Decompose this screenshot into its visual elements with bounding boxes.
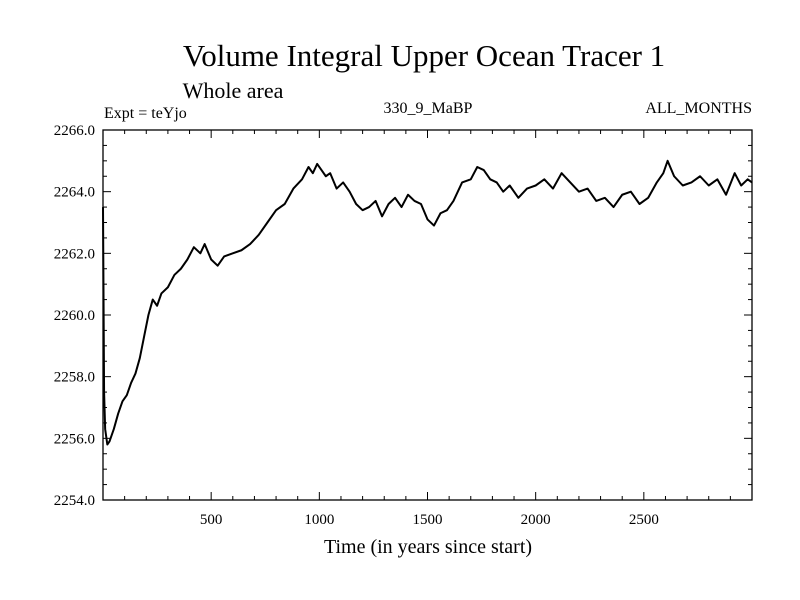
experiment-label: Expt = teYjo bbox=[104, 105, 187, 122]
x-axis-title: Time (in years since start) bbox=[324, 536, 532, 558]
y-tick-label: 2262.0 bbox=[54, 246, 95, 262]
series-layer bbox=[102, 159, 753, 446]
chart-subtitle: Whole area bbox=[183, 78, 284, 103]
ticks-layer: 500 1000 1500 2000 2500 2254.0 2256.0 2258.0 226… bbox=[54, 123, 752, 528]
y-tick-label: 2256.0 bbox=[54, 431, 95, 447]
x-tick-label: 1500 bbox=[413, 512, 443, 528]
chart-title: Volume Integral Upper Ocean Tracer 1 bbox=[183, 38, 665, 73]
x-tick-label: 1000 bbox=[304, 512, 334, 528]
series-line bbox=[102, 159, 753, 446]
y-tick-label: 2260.0 bbox=[54, 308, 95, 324]
y-tick-label: 2258.0 bbox=[54, 370, 95, 386]
months-label: ALL_MONTHS bbox=[645, 100, 752, 117]
x-tick-label: 500 bbox=[200, 512, 223, 528]
plot-frame bbox=[102, 129, 753, 501]
x-tick-label: 2500 bbox=[629, 512, 659, 528]
x-tick-label: 2000 bbox=[521, 512, 551, 528]
y-tick-label: 2264.0 bbox=[54, 185, 95, 201]
period-label: 330_9_MaBP bbox=[384, 100, 473, 117]
y-tick-label: 2266.0 bbox=[54, 123, 95, 139]
y-tick-label: 2254.0 bbox=[54, 493, 95, 509]
